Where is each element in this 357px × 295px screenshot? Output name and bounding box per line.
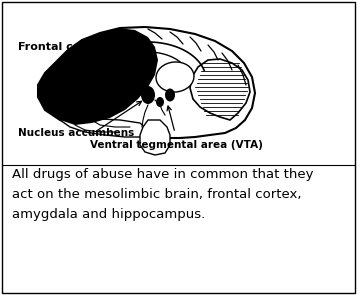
Text: Nucleus accumbens: Nucleus accumbens xyxy=(18,128,134,138)
Ellipse shape xyxy=(156,62,194,92)
Ellipse shape xyxy=(156,97,164,107)
Polygon shape xyxy=(38,27,255,138)
Text: act on the mesolimbic brain, frontal cortex,: act on the mesolimbic brain, frontal cor… xyxy=(12,188,302,201)
Polygon shape xyxy=(190,59,250,120)
Polygon shape xyxy=(38,28,158,125)
Ellipse shape xyxy=(141,86,155,104)
Text: amygdala and hippocampus.: amygdala and hippocampus. xyxy=(12,208,205,221)
Text: Ventral tegmental area (VTA): Ventral tegmental area (VTA) xyxy=(90,140,263,150)
Polygon shape xyxy=(60,118,148,137)
Text: All drugs of abuse have in common that they: All drugs of abuse have in common that t… xyxy=(12,168,313,181)
Text: Frontal cortex: Frontal cortex xyxy=(18,42,106,52)
Polygon shape xyxy=(140,120,170,155)
Ellipse shape xyxy=(165,88,175,101)
